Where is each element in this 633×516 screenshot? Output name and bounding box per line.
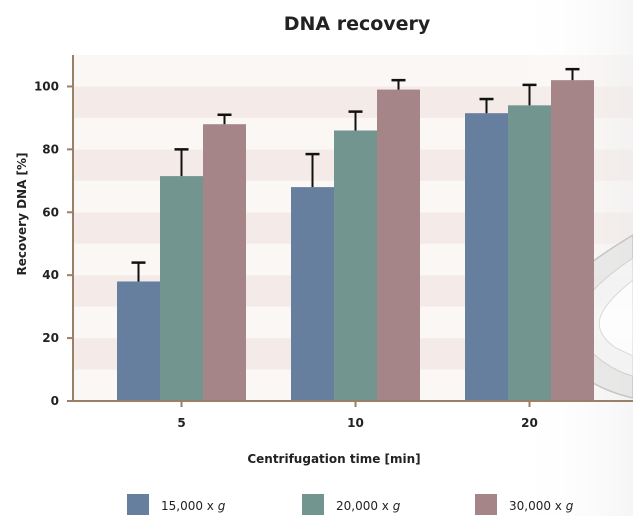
bar (291, 187, 334, 401)
bar (160, 176, 203, 401)
y-tick-label: 60 (42, 205, 59, 219)
bars-layer (117, 80, 594, 401)
legend-label: 15,000 x g (161, 499, 226, 513)
legend-label: 20,000 x g (336, 499, 401, 513)
bar (465, 113, 508, 401)
bar (508, 105, 551, 401)
x-tick-label: 10 (347, 416, 364, 430)
y-axis-label: Recovery DNA [%] (15, 152, 29, 275)
bar (203, 124, 246, 401)
legend-label: 30,000 x g (509, 499, 574, 513)
legend-swatch (302, 494, 324, 515)
error-bars-layer (131, 67, 580, 282)
bar (334, 130, 377, 401)
x-axis-label: Centrifugation time [min] (247, 452, 420, 466)
y-tick-label: 20 (42, 331, 59, 345)
x-tick-label: 20 (521, 416, 538, 430)
x-tick-labels: 5 10 20 (177, 401, 538, 430)
y-tick-labels: 0 20 40 60 80 100 (34, 79, 73, 408)
legend-swatch (475, 494, 497, 515)
y-tick-label: 0 (51, 394, 59, 408)
bar (551, 80, 594, 401)
legend-swatch (127, 494, 149, 515)
x-tick-label: 5 (177, 416, 185, 430)
y-tick-label: 80 (42, 142, 59, 156)
bar (117, 281, 160, 401)
bar (377, 89, 420, 401)
legend: 15,000 x g 20,000 x g 30,000 x g (127, 494, 574, 515)
y-tick-label: 100 (34, 79, 59, 93)
chart-title: DNA recovery (284, 13, 431, 35)
y-tick-label: 40 (42, 268, 59, 282)
